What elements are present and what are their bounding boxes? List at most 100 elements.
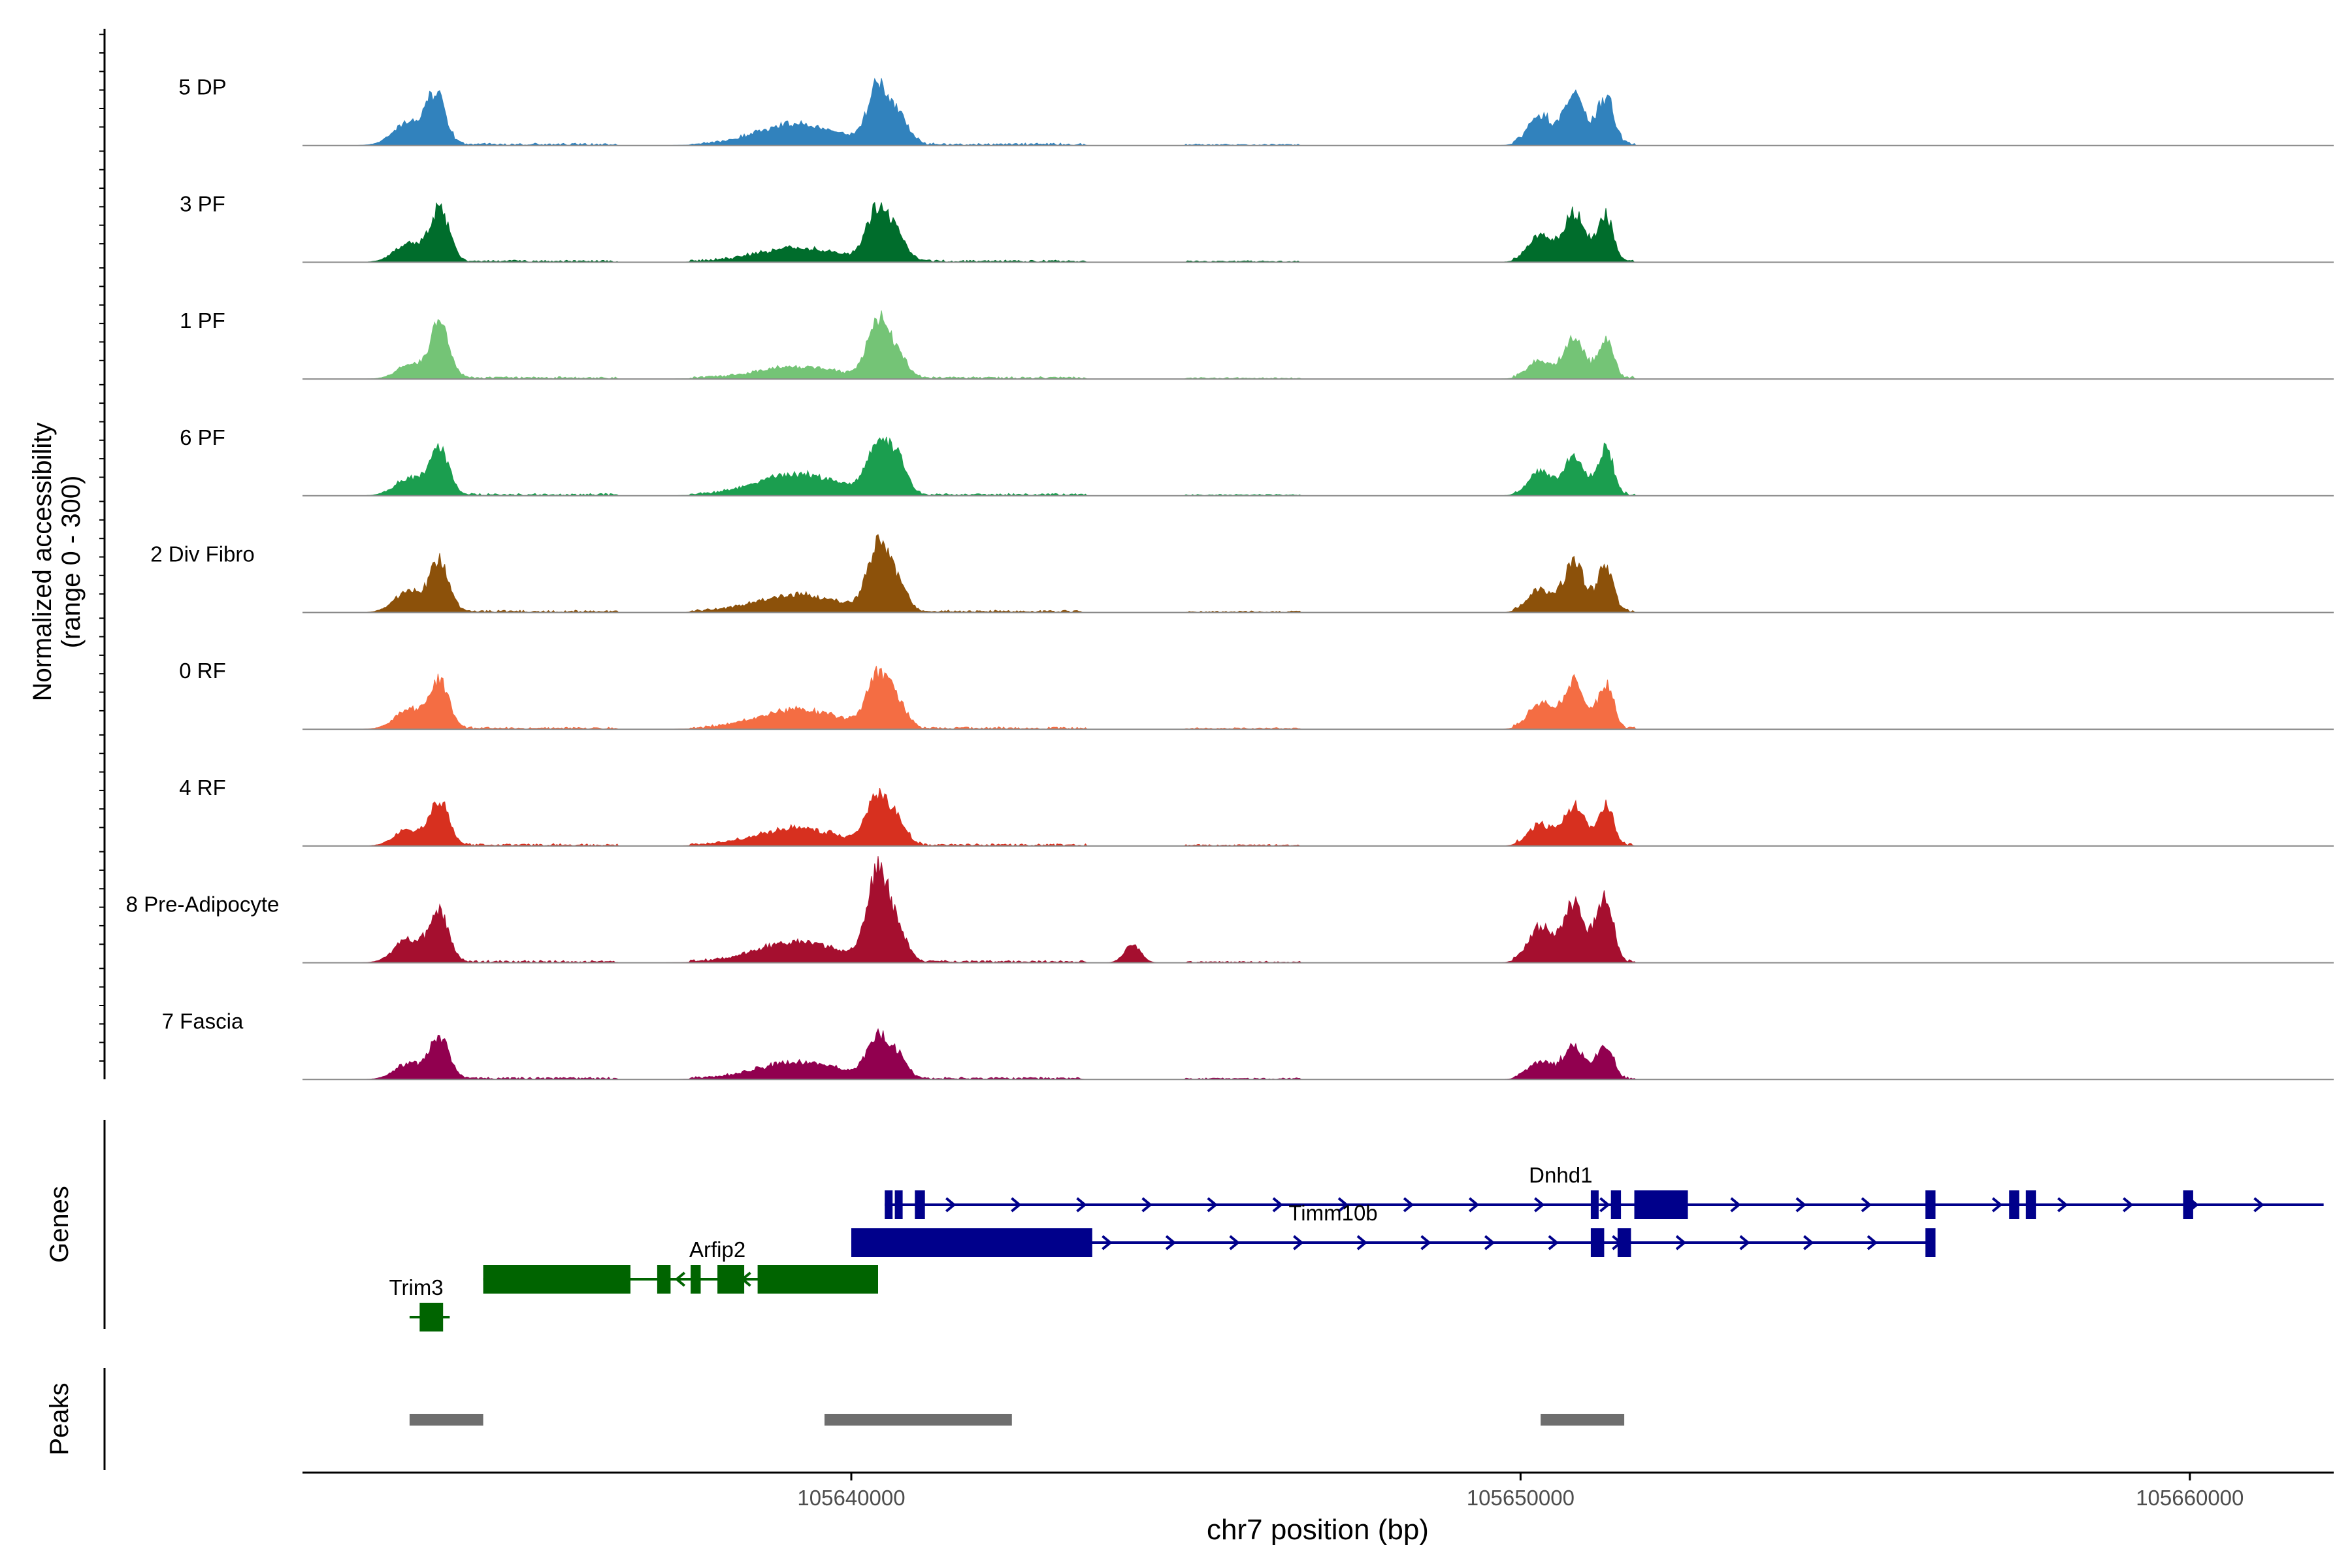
strand-arrow — [1730, 1197, 1741, 1213]
gene-timm10b: Timm10b — [851, 1201, 1936, 1257]
track-7: 4 RF — [179, 776, 2334, 847]
strand-arrow — [1293, 1235, 1304, 1250]
exon — [885, 1190, 893, 1219]
exon — [483, 1265, 630, 1294]
gene-label: Dnhd1 — [1529, 1163, 1592, 1187]
track-label: 7 Fascia — [162, 1009, 244, 1033]
strand-arrow — [1803, 1235, 1814, 1250]
strand-arrow — [2057, 1197, 2068, 1213]
peaks-panel-label: Peaks — [45, 1382, 74, 1455]
strand-arrow — [1675, 1235, 1687, 1250]
y-axis-label-line1: Normalized accessibility — [28, 423, 57, 702]
strand-arrow — [1534, 1197, 1545, 1213]
y-axis-label-line2: (range 0 - 300) — [57, 476, 86, 649]
strand-arrow — [2253, 1197, 2264, 1213]
strand-arrow — [1337, 1197, 1349, 1213]
exon — [2183, 1190, 2193, 1219]
strand-arrow — [2123, 1197, 2134, 1213]
strand-arrow — [674, 1271, 686, 1287]
exon — [1610, 1190, 1622, 1219]
coverage-area — [302, 201, 2334, 263]
strand-arrow — [1076, 1197, 1087, 1213]
track-4: 6 PF — [180, 425, 2334, 497]
peak-region — [409, 1414, 483, 1426]
strand-arrow — [1468, 1197, 1480, 1213]
strand-arrow — [1011, 1197, 1022, 1213]
coverage-tracks: 5 DP 3 PF 1 PF 6 PF 2 Div Fibro 0 RF 4 RF 8 Pre… — [126, 75, 2334, 1081]
gene-arfip2: Arfip2 — [483, 1237, 878, 1294]
strand-arrow — [1599, 1197, 1610, 1213]
strand-arrow — [1861, 1197, 1872, 1213]
exon — [1590, 1228, 1605, 1257]
gene-dnhd1: Dnhd1 — [885, 1163, 2324, 1219]
coverage-area — [302, 787, 2334, 847]
track-label: 3 PF — [180, 191, 225, 216]
track-label: 2 Div Fibro — [150, 542, 255, 566]
strand-arrow — [945, 1197, 956, 1213]
genes-panel-label: Genes — [45, 1186, 74, 1263]
strand-arrow — [1272, 1197, 1283, 1213]
x-axis-title: chr7 position (bp) — [1207, 1514, 1429, 1546]
exon — [691, 1265, 701, 1294]
strand-arrow — [1795, 1197, 1806, 1213]
x-tick-label: 105660000 — [2136, 1486, 2244, 1510]
exon — [1925, 1190, 1936, 1219]
gene-annotation-panel: Dnhd1 Timm10b Arfip2 Trim3 — [389, 1163, 2324, 1331]
track-label: 1 PF — [180, 308, 225, 333]
track-1: 5 DP — [178, 75, 2334, 146]
track-label: 4 RF — [179, 776, 226, 800]
strand-arrow — [1141, 1197, 1152, 1213]
track-label: 0 RF — [179, 659, 226, 683]
exon — [757, 1265, 872, 1294]
strand-arrow — [1867, 1235, 1878, 1250]
coverage-area — [302, 856, 2334, 964]
track-3: 1 PF — [180, 308, 2334, 380]
coverage-area — [302, 534, 2334, 613]
coverage-area — [302, 666, 2334, 730]
gene-trim3: Trim3 — [389, 1275, 450, 1331]
gene-label: Trim3 — [389, 1275, 444, 1299]
gene-label: Arfip2 — [689, 1237, 745, 1262]
exon — [717, 1265, 745, 1294]
track-5: 2 Div Fibro — [150, 534, 2334, 613]
coverage-area — [302, 77, 2334, 146]
peak-region — [825, 1414, 1012, 1426]
strand-arrow — [1739, 1235, 1750, 1250]
exon — [915, 1190, 925, 1219]
exon — [1617, 1228, 1631, 1257]
strand-arrow — [1165, 1235, 1177, 1250]
exon — [2009, 1190, 2019, 1219]
strand-arrow — [1403, 1197, 1414, 1213]
exon — [419, 1303, 444, 1331]
strand-arrow — [1991, 1197, 2003, 1213]
x-tick-label: 105640000 — [797, 1486, 905, 1510]
exon — [1925, 1228, 1936, 1257]
strand-arrow — [1548, 1235, 1559, 1250]
exon — [2025, 1190, 2036, 1219]
strand-arrow — [1420, 1235, 1431, 1250]
gene-label: Timm10b — [1288, 1201, 1377, 1225]
strand-arrow — [1356, 1235, 1368, 1250]
track-2: 3 PF — [180, 191, 2334, 263]
exon — [851, 1228, 1092, 1257]
track-8: 8 Pre-Adipocyte — [126, 856, 2334, 964]
coverage-area — [302, 1028, 2334, 1081]
track-label: 8 Pre-Adipocyte — [126, 892, 280, 917]
strand-arrow — [1229, 1235, 1240, 1250]
strand-arrow — [1102, 1235, 1113, 1250]
strand-arrow — [1207, 1197, 1218, 1213]
exon — [1590, 1190, 1599, 1219]
x-tick-label: 105650000 — [1467, 1486, 1575, 1510]
track-6: 0 RF — [179, 659, 2334, 730]
x-axis-ticks: 105640000 105650000 105660000 — [797, 1473, 2244, 1510]
exon — [657, 1265, 671, 1294]
track-9: 7 Fascia — [162, 1009, 2334, 1081]
strand-arrow — [1484, 1235, 1495, 1250]
exon — [861, 1265, 878, 1294]
tracks-y-axis-ticks — [99, 33, 105, 1062]
peak-region — [1541, 1414, 1625, 1426]
exon — [1634, 1190, 1688, 1219]
track-label: 6 PF — [180, 425, 225, 449]
exon — [894, 1190, 903, 1219]
